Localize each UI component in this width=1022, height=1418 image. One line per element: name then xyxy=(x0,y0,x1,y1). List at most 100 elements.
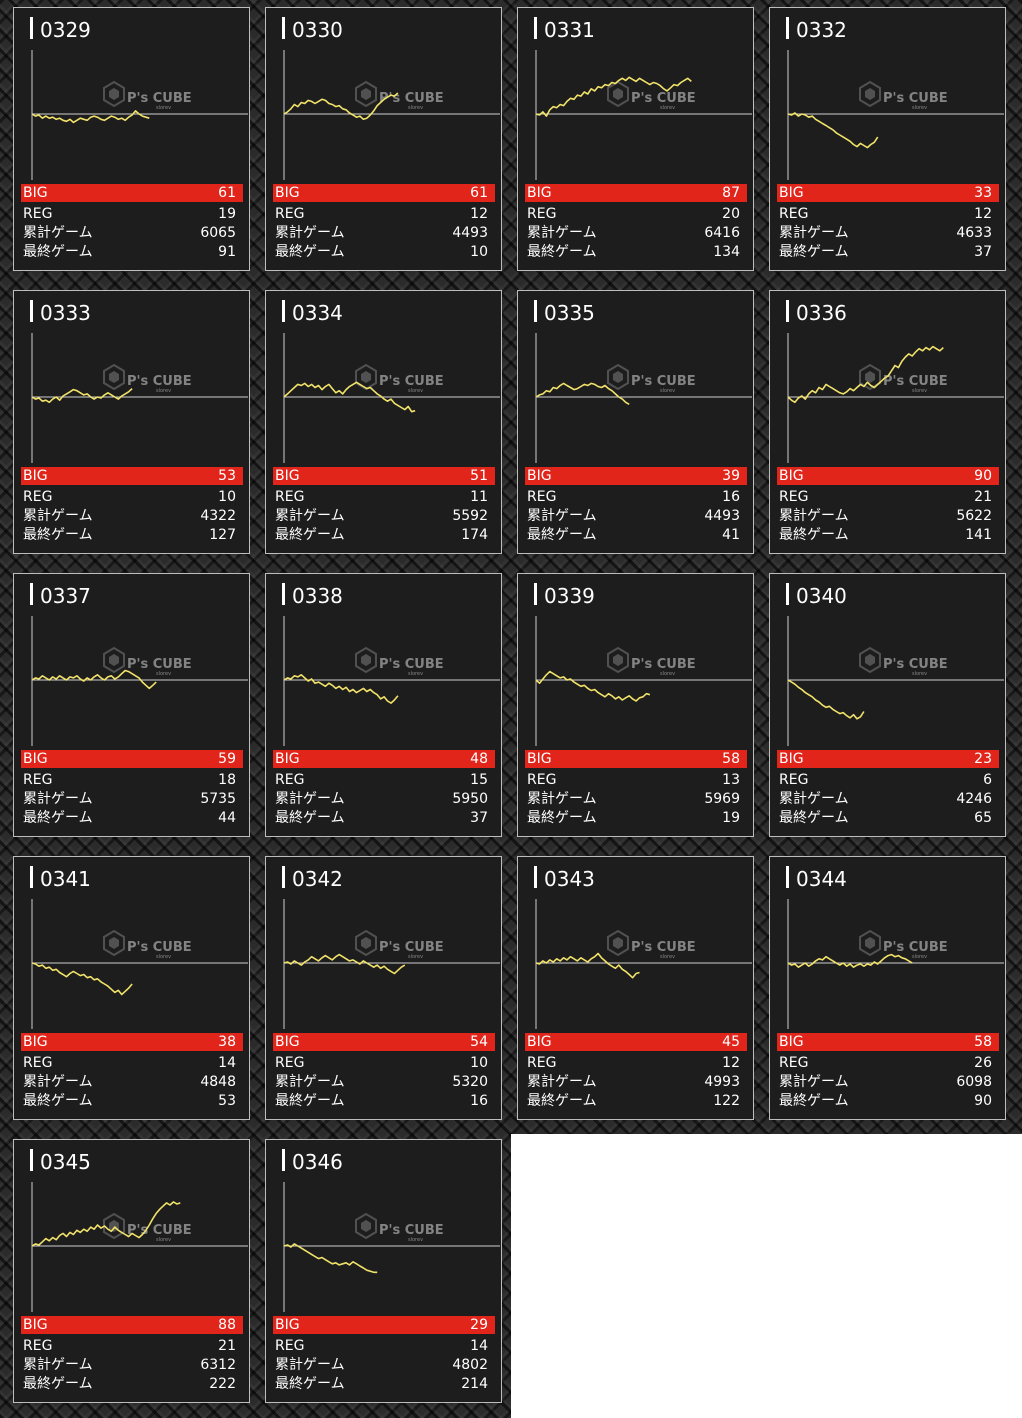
machine-card-0330[interactable]: 0330 P's CUBE slorev BIG 61 REG 12 累計ゲーム 4493 最終ゲ… xyxy=(265,7,502,271)
big-count-row: BIG 88 xyxy=(21,1316,243,1334)
reg-count-row: REG 13 xyxy=(525,771,747,789)
reg-value: 19 xyxy=(218,206,236,222)
watermark-text: P's CUBE xyxy=(127,940,192,955)
big-label: BIG xyxy=(779,1034,804,1050)
reg-count-row: REG 10 xyxy=(21,488,243,506)
machine-card-0339[interactable]: 0339 P's CUBE slorev BIG 58 REG 13 累計ゲーム 5969 最終ゲ… xyxy=(517,573,754,837)
reg-value: 14 xyxy=(218,1055,236,1071)
last-label: 最終ゲーム xyxy=(23,1376,93,1392)
big-count-row: BIG 53 xyxy=(21,467,243,485)
total-label: 累計ゲーム xyxy=(275,1357,345,1373)
total-label: 累計ゲーム xyxy=(23,1357,93,1373)
total-value: 4322 xyxy=(200,508,236,524)
machine-card-0329[interactable]: 0329 P's CUBE slorev BIG 61 REG 19 累計ゲーム 6065 最終ゲ… xyxy=(13,7,250,271)
last-label: 最終ゲーム xyxy=(275,244,345,260)
big-count-row: BIG 87 xyxy=(525,184,747,202)
title-marker xyxy=(786,300,789,322)
title-marker xyxy=(534,300,537,322)
reg-label: REG xyxy=(23,1055,53,1071)
total-value: 4802 xyxy=(452,1357,488,1373)
machine-card-0344[interactable]: 0344 P's CUBE slorev BIG 58 REG 26 累計ゲーム 6098 最終ゲ… xyxy=(769,856,1006,1120)
watermark-text: P's CUBE xyxy=(883,657,948,672)
reg-value: 10 xyxy=(470,1055,488,1071)
last-games-row: 最終ゲーム 141 xyxy=(777,526,999,544)
watermark-subtext: slorev xyxy=(660,105,675,111)
big-label: BIG xyxy=(23,468,48,484)
machine-number: 0332 xyxy=(796,18,847,42)
empty-area xyxy=(511,1134,1022,1418)
last-games-row: 最終ゲーム 134 xyxy=(525,243,747,261)
big-value: 58 xyxy=(974,1034,992,1050)
watermark-text: P's CUBE xyxy=(379,657,444,672)
last-value: 127 xyxy=(209,527,236,543)
watermark-subtext: slorev xyxy=(912,388,927,394)
reg-value: 6 xyxy=(983,772,992,788)
watermark-subtext: slorev xyxy=(660,388,675,394)
machine-card-0337[interactable]: 0337 P's CUBE slorev BIG 59 REG 18 累計ゲーム 5735 最終ゲ… xyxy=(13,573,250,837)
total-games-row: 累計ゲーム 5592 xyxy=(273,507,495,525)
big-count-row: BIG 39 xyxy=(525,467,747,485)
total-games-row: 累計ゲーム 6065 xyxy=(21,224,243,242)
last-games-row: 最終ゲーム 174 xyxy=(273,526,495,544)
total-games-row: 累計ゲーム 4322 xyxy=(21,507,243,525)
last-value: 141 xyxy=(965,527,992,543)
big-label: BIG xyxy=(275,751,300,767)
total-value: 6416 xyxy=(704,225,740,241)
title-marker xyxy=(30,866,33,888)
big-label: BIG xyxy=(779,468,804,484)
machine-number: 0333 xyxy=(40,301,91,325)
reg-label: REG xyxy=(779,206,809,222)
total-label: 累計ゲーム xyxy=(275,508,345,524)
last-label: 最終ゲーム xyxy=(527,527,597,543)
last-value: 122 xyxy=(713,1093,740,1109)
watermark-text: P's CUBE xyxy=(631,940,696,955)
machine-card-0345[interactable]: 0345 P's CUBE slorev BIG 88 REG 21 累計ゲーム 6312 最終ゲ… xyxy=(13,1139,250,1403)
last-label: 最終ゲーム xyxy=(23,1093,93,1109)
watermark-text: P's CUBE xyxy=(379,1223,444,1238)
machine-card-0346[interactable]: 0346 P's CUBE slorev BIG 29 REG 14 累計ゲーム 4802 最終ゲ… xyxy=(265,1139,502,1403)
total-value: 5320 xyxy=(452,1074,488,1090)
reg-label: REG xyxy=(275,1055,305,1071)
machine-card-0336[interactable]: 0336 P's CUBE slorev BIG 90 REG 21 累計ゲーム 5622 最終ゲ… xyxy=(769,290,1006,554)
slump-line xyxy=(31,669,157,690)
total-games-row: 累計ゲーム 6312 xyxy=(21,1356,243,1374)
watermark-subtext: slorev xyxy=(408,105,423,111)
total-value: 5950 xyxy=(452,791,488,807)
last-games-row: 最終ゲーム 41 xyxy=(525,526,747,544)
machine-card-0332[interactable]: 0332 P's CUBE slorev BIG 33 REG 12 累計ゲーム 4633 最終ゲ… xyxy=(769,7,1006,271)
watermark-subtext: slorev xyxy=(156,954,171,960)
watermark-text: P's CUBE xyxy=(379,374,444,389)
last-value: 16 xyxy=(470,1093,488,1109)
reg-value: 21 xyxy=(974,489,992,505)
machine-card-0338[interactable]: 0338 P's CUBE slorev BIG 48 REG 15 累計ゲーム 5950 最終ゲ… xyxy=(265,573,502,837)
last-label: 最終ゲーム xyxy=(275,527,345,543)
big-value: 48 xyxy=(470,751,488,767)
machine-card-0334[interactable]: 0334 P's CUBE slorev BIG 51 REG 11 累計ゲーム 5592 最終ゲ… xyxy=(265,290,502,554)
last-games-row: 最終ゲーム 90 xyxy=(777,1092,999,1110)
cube-logo-icon xyxy=(103,1212,125,1240)
reg-label: REG xyxy=(527,1055,557,1071)
machine-number: 0344 xyxy=(796,867,847,891)
big-count-row: BIG 58 xyxy=(777,1033,999,1051)
machine-card-0342[interactable]: 0342 P's CUBE slorev BIG 54 REG 10 累計ゲーム 5320 最終ゲ… xyxy=(265,856,502,1120)
machine-card-0331[interactable]: 0331 P's CUBE slorev BIG 87 REG 20 累計ゲーム 6416 最終ゲ… xyxy=(517,7,754,271)
machine-card-0341[interactable]: 0341 P's CUBE slorev BIG 38 REG 14 累計ゲーム 4848 最終ゲ… xyxy=(13,856,250,1120)
title-marker xyxy=(534,583,537,605)
slump-line xyxy=(535,76,692,117)
big-label: BIG xyxy=(23,185,48,201)
reg-value: 12 xyxy=(722,1055,740,1071)
last-games-row: 最終ゲーム 37 xyxy=(273,809,495,827)
big-label: BIG xyxy=(23,1317,48,1333)
big-label: BIG xyxy=(779,751,804,767)
machine-card-0340[interactable]: 0340 P's CUBE slorev BIG 23 REG 6 累計ゲーム 4246 最終ゲー… xyxy=(769,573,1006,837)
total-value: 5592 xyxy=(452,508,488,524)
machine-card-0343[interactable]: 0343 P's CUBE slorev BIG 45 REG 12 累計ゲーム 4993 最終ゲ… xyxy=(517,856,754,1120)
machine-card-0335[interactable]: 0335 P's CUBE slorev BIG 39 REG 16 累計ゲーム 4493 最終ゲ… xyxy=(517,290,754,554)
watermark-text: P's CUBE xyxy=(883,91,948,106)
machine-number: 0329 xyxy=(40,18,91,42)
big-value: 58 xyxy=(722,751,740,767)
machine-card-0333[interactable]: 0333 P's CUBE slorev BIG 53 REG 10 累計ゲーム 4322 最終ゲ… xyxy=(13,290,250,554)
big-label: BIG xyxy=(527,468,552,484)
reg-count-row: REG 18 xyxy=(21,771,243,789)
